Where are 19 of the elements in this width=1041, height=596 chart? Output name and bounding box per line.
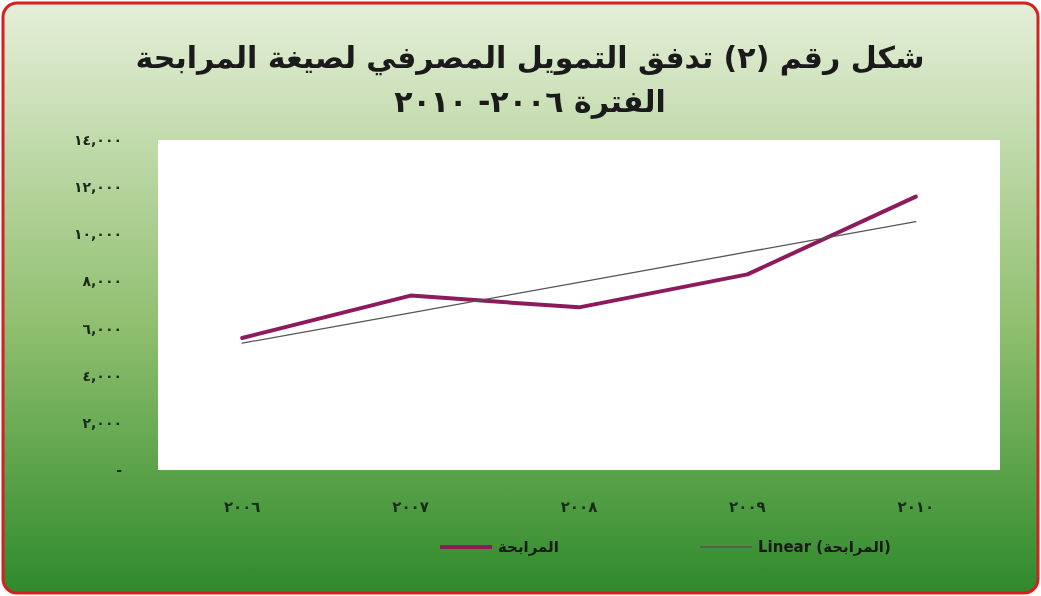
x-tick-label: ٢٠٠٨	[560, 498, 598, 516]
y-tick-label: ١٠,٠٠٠	[73, 226, 122, 243]
y-tick-label: ٢,٠٠٠	[82, 414, 122, 431]
line-series	[241, 220, 917, 344]
y-tick-label: ١٢,٠٠٠	[73, 179, 122, 196]
y-tick-label: ٦,٠٠٠	[82, 320, 122, 337]
legend-label: Linear (المرابحة)	[758, 538, 891, 556]
x-tick-label: ٢٠١٠	[897, 498, 935, 516]
chart-subtitle: الفترة ٢٠٠٦- ٢٠١٠	[394, 84, 666, 119]
y-tick-label: ٤,٠٠٠	[82, 367, 122, 384]
x-tick-label: ٢٠٠٦	[223, 498, 261, 516]
x-tick-label: ٢٠٠٧	[392, 498, 429, 516]
legend-label: المرابحة	[498, 538, 559, 556]
chart-title: شكل رقم (٢) تدفق التمويل المصرفي لصيغة المرابحة	[135, 40, 925, 76]
y-tick-label: ٨,٠٠٠	[82, 273, 122, 290]
y-tick-label: -	[116, 462, 123, 478]
line-series	[240, 194, 918, 340]
y-tick-label: ١٤,٠٠٠	[73, 132, 122, 148]
x-tick-label: ٢٠٠٩	[729, 498, 766, 516]
